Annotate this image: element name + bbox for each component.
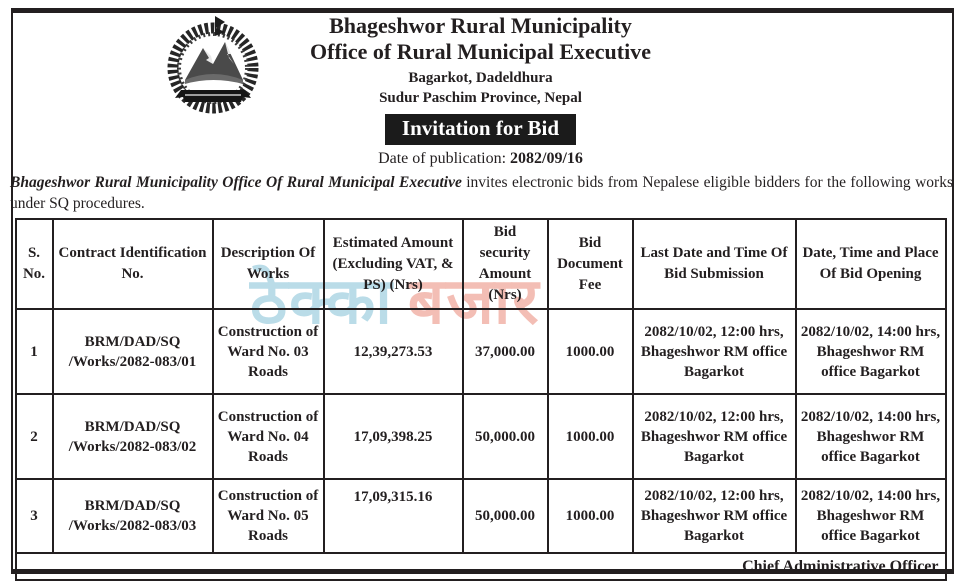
cell-opening: 2082/10/02, 14:00 hrs, Bhageshwor RM off… <box>794 393 947 480</box>
cell-estimated-amount: 17,09,398.25 <box>322 393 464 480</box>
chief-administrative-officer-signature: Chief Administrative Officer <box>14 552 947 581</box>
cell-bid-security: 50,000.00 <box>461 393 549 480</box>
cell-estimated-amount: 17,09,315.16 <box>322 478 464 554</box>
header-contract-id: Contract Identification No. <box>51 218 214 310</box>
nepal-emblem-icon <box>163 14 263 114</box>
office-name: Office of Rural Municipal Executive <box>310 39 651 64</box>
header-document-fee: Bid Document Fee <box>546 218 634 310</box>
organization-name: Bhageshwor Rural Municipality <box>329 13 632 38</box>
cell-description: Construction of Ward No. 04 Roads <box>211 393 325 480</box>
cell-document-fee: 1000.00 <box>546 308 634 395</box>
cell-sno: 2 <box>14 393 54 480</box>
cell-estimated-amount: 12,39,273.53 <box>322 308 464 395</box>
table-header-row: S. No. Contract Identification No. Descr… <box>14 218 947 310</box>
cell-contract-id: BRM/DAD/SQ /Works/2082-083/01 <box>51 308 214 395</box>
bids-table: S. No. Contract Identification No. Descr… <box>14 218 947 581</box>
cell-sno: 1 <box>14 308 54 395</box>
cell-opening: 2082/10/02, 14:00 hrs, Bhageshwor RM off… <box>794 478 947 554</box>
cell-document-fee: 1000.00 <box>546 478 634 554</box>
publication-date: 2082/09/16 <box>510 150 583 167</box>
header-submission: Last Date and Time Of Bid Submission <box>631 218 797 310</box>
header-bid-security: Bid security Amount (Nrs) <box>461 218 549 310</box>
cell-contract-id: BRM/DAD/SQ /Works/2082-083/03 <box>51 478 214 554</box>
cell-opening: 2082/10/02, 14:00 hrs, Bhageshwor RM off… <box>794 308 947 395</box>
cell-contract-id: BRM/DAD/SQ /Works/2082-083/02 <box>51 393 214 480</box>
cell-bid-security: 50,000.00 <box>461 478 549 554</box>
signature-row: Chief Administrative Officer <box>14 552 947 581</box>
invitation-paragraph: Bhageshwor Rural Municipality Office Of … <box>10 172 953 214</box>
table-row: 2 BRM/DAD/SQ /Works/2082-083/02 Construc… <box>14 393 947 480</box>
cell-document-fee: 1000.00 <box>546 393 634 480</box>
table-row: 1 BRM/DAD/SQ /Works/2082-083/01 Construc… <box>14 308 947 395</box>
address-line-1: Bagarkot, Dadeldhura <box>408 70 553 86</box>
cell-bid-security: 37,000.00 <box>461 308 549 395</box>
cell-description: Construction of Ward No. 05 Roads <box>211 478 325 554</box>
letterhead: Bhageshwor Rural Municipality Office of … <box>0 13 961 169</box>
header-opening: Date, Time and Place Of Bid Opening <box>794 218 947 310</box>
table-row: 3 BRM/DAD/SQ /Works/2082-083/03 Construc… <box>14 478 947 554</box>
intro-body: invites electronic bids from Nepalese el… <box>10 174 954 212</box>
cell-submission: 2082/10/02, 12:00 hrs, Bhageshwor RM off… <box>631 308 797 395</box>
header-sno: S. No. <box>14 218 54 310</box>
cell-sno: 3 <box>14 478 54 554</box>
cell-description: Construction of Ward No. 03 Roads <box>211 308 325 395</box>
cell-submission: 2082/10/02, 12:00 hrs, Bhageshwor RM off… <box>631 393 797 480</box>
address-line-2: Sudur Paschim Province, Nepal <box>379 90 582 106</box>
header-estimated-amount: Estimated Amount (Excluding VAT, & PS) (… <box>322 218 464 310</box>
publication-label: Date of publication: <box>378 150 511 167</box>
header-description: Description Of Works <box>211 218 325 310</box>
publication-date-line: Date of publication: 2082/09/16 <box>0 149 961 169</box>
invitation-banner: Invitation for Bid <box>384 114 577 145</box>
cell-submission: 2082/10/02, 12:00 hrs, Bhageshwor RM off… <box>631 478 797 554</box>
intro-lead: Bhageshwor Rural Municipality Office Of … <box>10 174 462 191</box>
